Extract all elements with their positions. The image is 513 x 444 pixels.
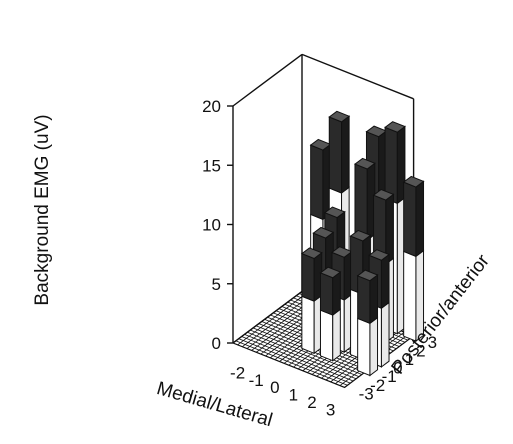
bar-top-face: [372, 188, 395, 201]
bar-front-cap: [310, 144, 324, 221]
bar-3d: [300, 247, 323, 355]
bar-side-cap: [341, 115, 350, 194]
z-tick-label: 10: [202, 216, 221, 235]
bar-side-face: [369, 316, 379, 377]
bar-front-cap: [403, 181, 417, 258]
bar-top-face: [323, 206, 346, 219]
z-tick-label: 20: [202, 97, 221, 116]
bar-front-face: [357, 317, 371, 377]
floor-grid-line-y: [241, 336, 354, 382]
y-tick-label: -1: [382, 367, 397, 386]
bar-side-cap: [380, 253, 390, 310]
bar-side-face: [332, 308, 341, 362]
x-tick-label: 2: [307, 393, 316, 412]
bar-3d: [356, 269, 379, 377]
bar-front-cap: [301, 252, 315, 302]
bar-side-face: [380, 301, 390, 368]
y-tick-label: -2: [370, 376, 385, 395]
bar-top-face: [319, 266, 342, 279]
bar-front-face: [403, 250, 417, 342]
floor-grid-line-y: [250, 329, 362, 375]
floor-grid-line-y: [247, 331, 360, 378]
floor-grid-line-y: [235, 340, 348, 386]
bars-group: [300, 110, 425, 377]
left-top-edge: [232, 53, 303, 107]
bar-top-face: [328, 110, 351, 123]
bar-3d: [402, 175, 425, 343]
bar-side-cap: [415, 180, 425, 258]
bar-top-face: [300, 247, 323, 260]
bar-3d: [319, 266, 342, 362]
floor-grid-line-y: [244, 334, 357, 380]
y-tick-label: 0: [393, 359, 402, 378]
bar-side-cap: [369, 274, 379, 325]
x-tick-label: -1: [249, 371, 264, 390]
z-axis-title: Background EMG (uV): [32, 114, 53, 305]
z-tick-label: 0: [212, 334, 221, 353]
x-tick-label: 1: [289, 386, 298, 405]
x-tick-label: 0: [270, 378, 279, 397]
back-top-edge: [301, 53, 414, 100]
y-tick-label: 2: [416, 341, 425, 360]
bar-top-face: [402, 175, 425, 188]
bar-front-cap: [354, 163, 368, 241]
bar-front-face: [319, 309, 334, 362]
bar-top-face: [353, 157, 376, 170]
x-tick-label: -2: [230, 363, 245, 382]
bar-front-cap: [319, 272, 334, 316]
bar-top-face: [312, 226, 335, 239]
bar-front-cap: [357, 275, 371, 325]
bar-top-face: [356, 269, 379, 282]
z-tick-label: 15: [202, 156, 221, 175]
bar-top-face: [368, 249, 391, 261]
bar-top-face: [384, 121, 406, 133]
bar-top-face: [349, 229, 372, 242]
y-tick-label: -3: [359, 384, 374, 403]
z-tick-label: 5: [212, 275, 221, 294]
bar-side-cap: [332, 271, 341, 317]
x-tick-label: 3: [326, 400, 335, 419]
y-tick-label: 1: [405, 350, 414, 369]
bar-front-cap: [328, 116, 343, 194]
bar-front-face: [301, 295, 315, 355]
y-tick-label: 3: [428, 333, 437, 352]
floor-grid-line-y: [238, 338, 351, 384]
